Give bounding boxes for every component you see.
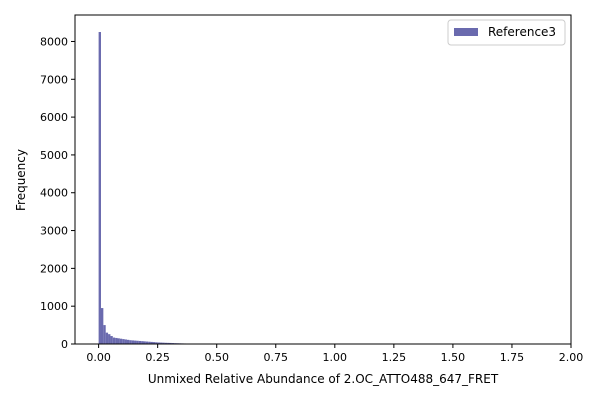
histogram-bar [115, 337, 118, 344]
histogram-bar [169, 342, 172, 344]
histogram-bar [164, 342, 168, 344]
x-tick-label: 0.00 [86, 351, 111, 364]
x-tick-label: 0.75 [264, 351, 289, 364]
histogram-bar [119, 338, 123, 344]
histogram-bar [162, 342, 165, 344]
y-tick-label: 5000 [40, 149, 68, 162]
y-tick-label: 1000 [40, 300, 68, 313]
histogram-bar [141, 341, 144, 344]
histogram-bar [124, 339, 127, 344]
x-tick-label: 1.50 [441, 351, 466, 364]
y-tick-label: 2000 [40, 262, 68, 275]
histogram-bar [126, 339, 130, 344]
histogram-bar [110, 336, 113, 344]
x-tick-label: 0.25 [145, 351, 170, 364]
histogram-bar [136, 340, 139, 344]
legend: Reference3 [447, 19, 566, 46]
x-axis-ticks: 0.00 0.25 0.50 0.75 1.00 1.25 1.50 1.75 2.00 [86, 344, 583, 364]
y-tick-label: 0 [61, 338, 68, 351]
histogram-bar [152, 342, 156, 344]
legend-swatch [454, 28, 478, 36]
y-tick-label: 3000 [40, 225, 68, 238]
y-axis-label: Frequency [14, 149, 28, 211]
legend-label: Reference3 [488, 25, 556, 39]
x-axis-label: Unmixed Relative Abundance of 2.OC_ATTO4… [148, 372, 499, 386]
histogram-bar [148, 341, 151, 344]
histogram-bar [112, 337, 116, 344]
histogram-bar [117, 338, 120, 344]
histogram-bar [138, 340, 142, 344]
plot-background [75, 15, 571, 344]
histogram-bar [143, 341, 146, 344]
histogram-bar [100, 308, 104, 344]
histogram-bar [134, 340, 137, 344]
histogram-bar [155, 342, 158, 344]
x-tick-label: 1.75 [500, 351, 525, 364]
plot-frame [74, 14, 572, 345]
histogram-bar [129, 340, 132, 344]
histogram-bar [160, 342, 163, 344]
x-tick-label: 0.50 [204, 351, 229, 364]
x-tick-label: 1.25 [382, 351, 407, 364]
y-axis-ticks: 0 1000 2000 3000 4000 5000 6000 7000 8000 [40, 35, 75, 351]
histogram-bar [122, 339, 125, 344]
x-tick-label: 1.00 [323, 351, 348, 364]
y-tick-label: 6000 [40, 111, 68, 124]
x-tick-label: 2.00 [559, 351, 584, 364]
histogram-bar [150, 341, 153, 344]
histogram-bar [145, 341, 149, 344]
histogram-bar [108, 334, 111, 344]
histogram-bar [103, 325, 106, 344]
y-tick-label: 4000 [40, 187, 68, 200]
histogram-bar [167, 342, 170, 344]
histogram-bar [131, 340, 135, 344]
y-tick-label: 8000 [40, 35, 68, 48]
histogram-bar [98, 32, 101, 344]
histogram-bar [105, 332, 109, 344]
y-tick-label: 7000 [40, 73, 68, 86]
histogram-bar [157, 342, 161, 344]
legend-box [447, 19, 566, 46]
